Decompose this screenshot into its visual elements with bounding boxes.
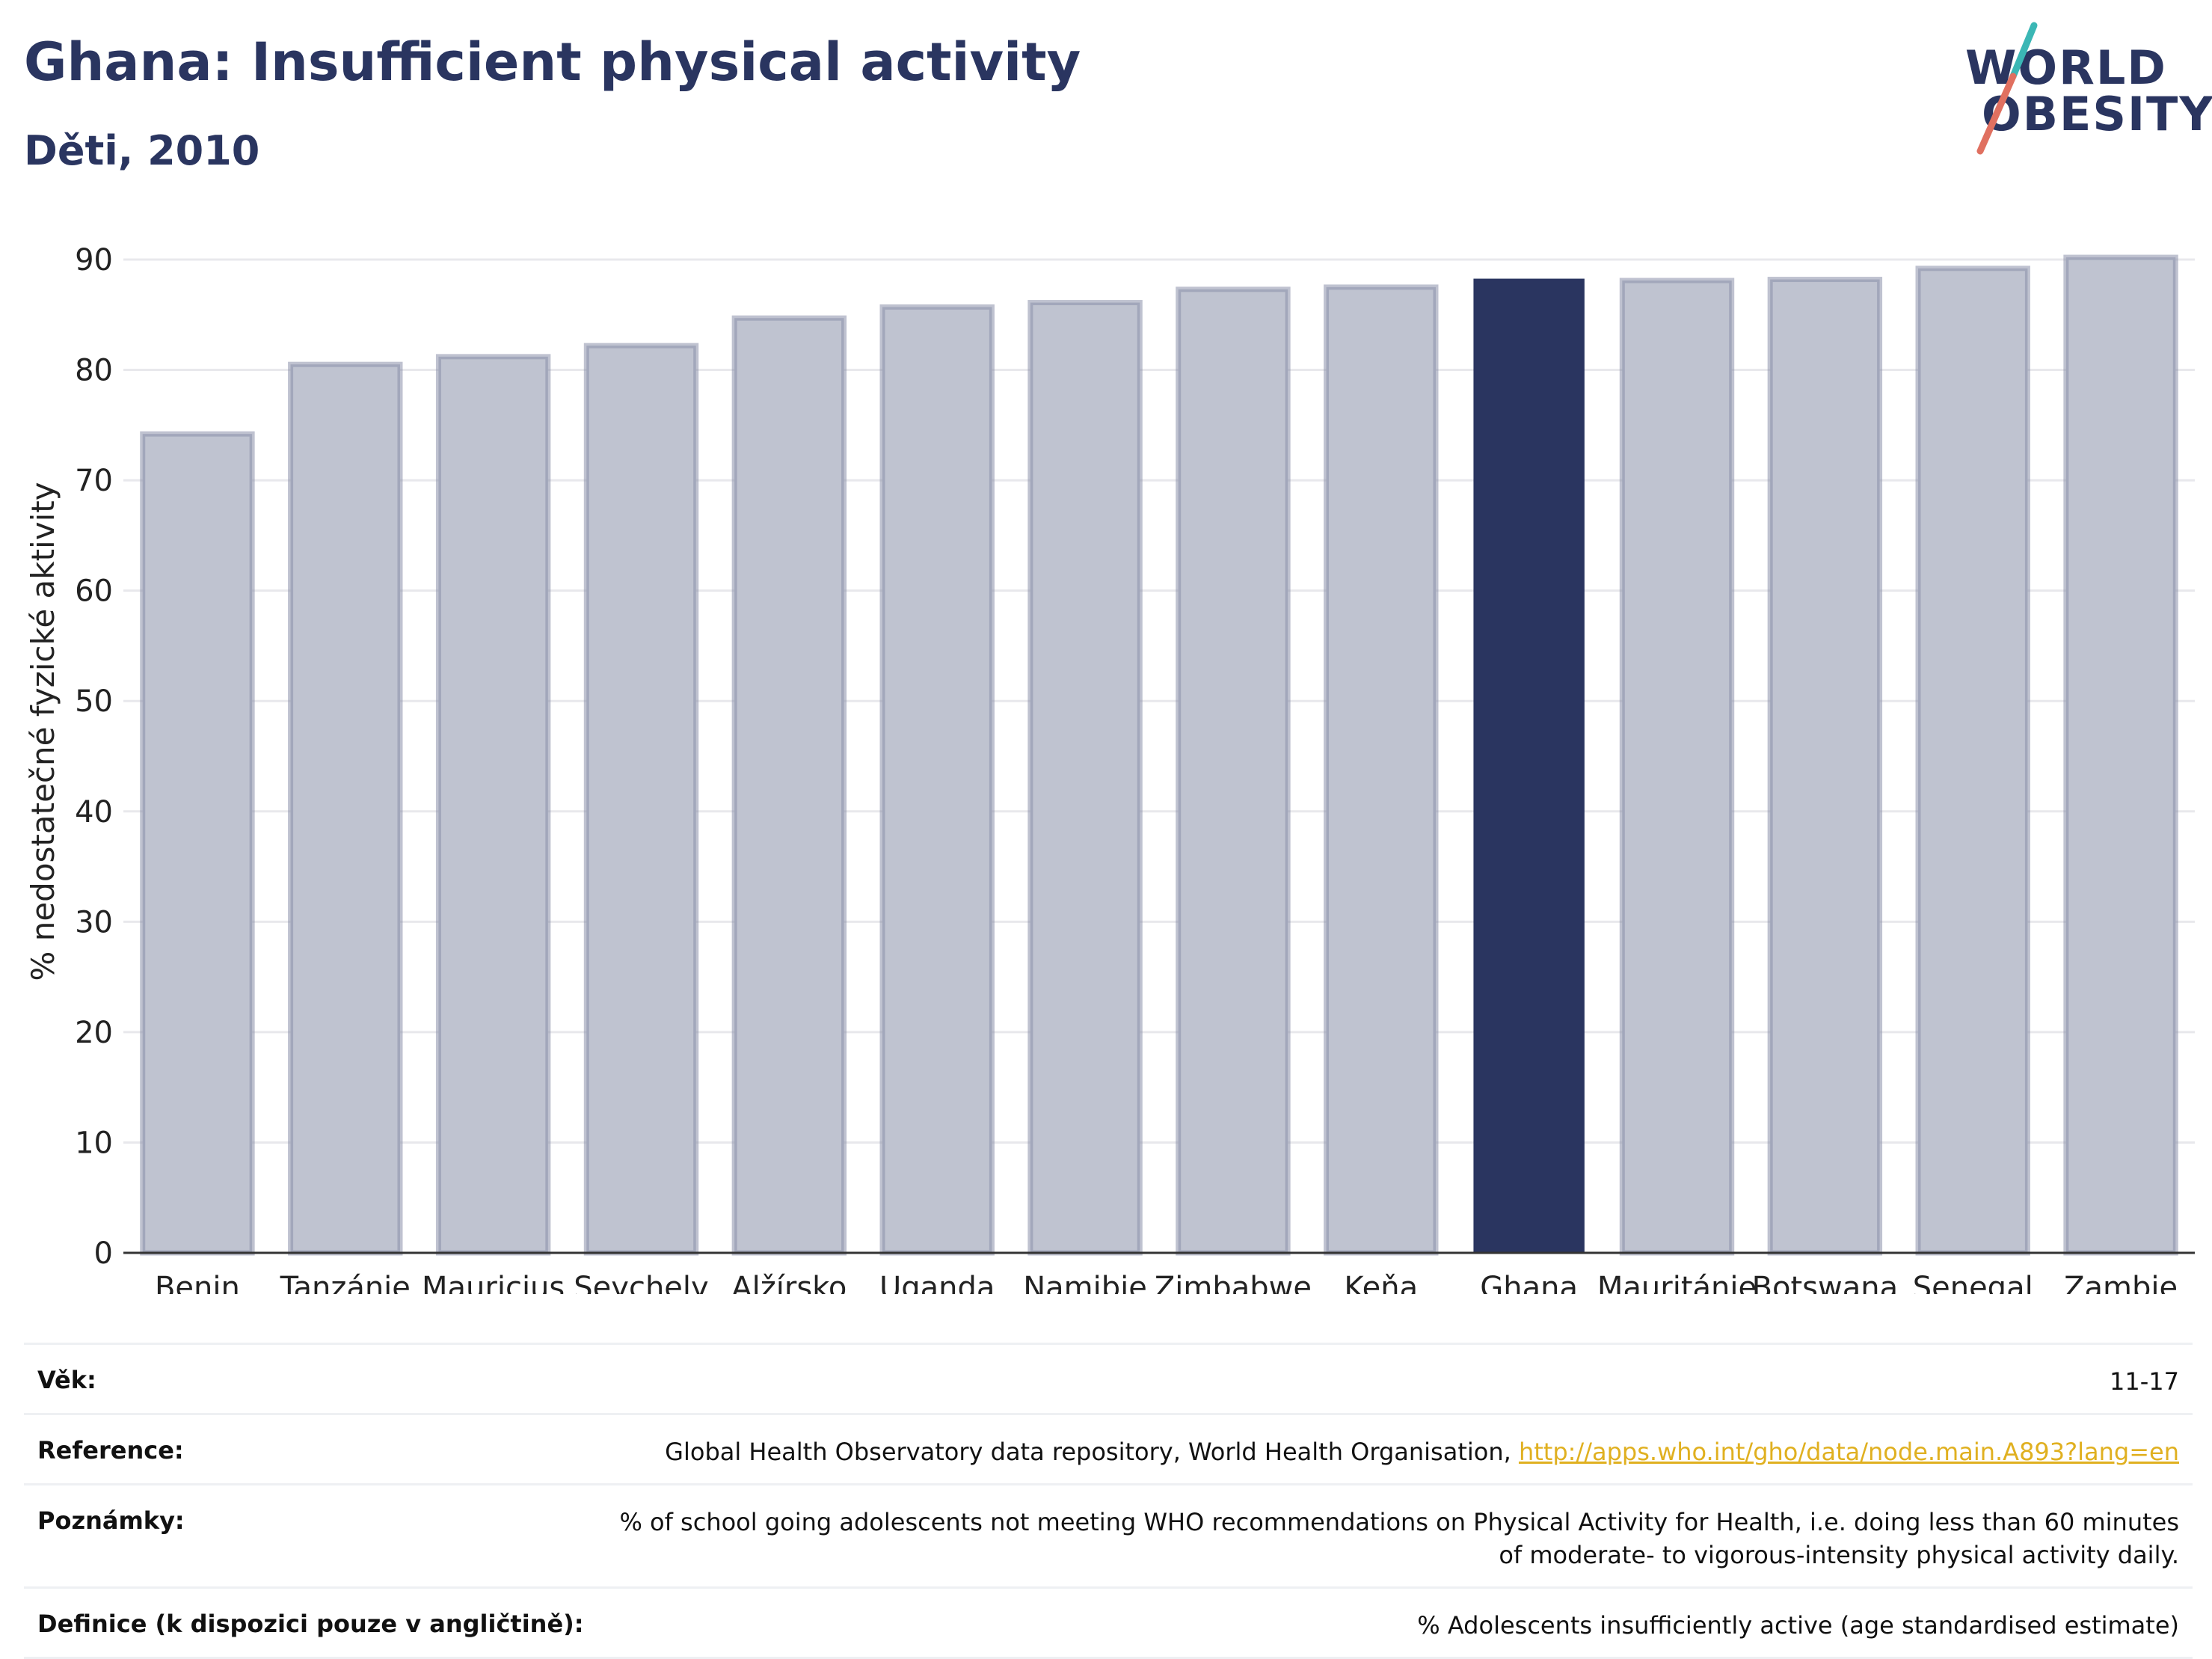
meta-value-definition: % Adolescents insufficiently active (age…	[1417, 1610, 2179, 1640]
meta-row-reference: Reference: Global Health Observatory dat…	[24, 1413, 2193, 1483]
bar-Zimbabwe	[1176, 286, 1291, 1256]
x-tick-label: Ghana	[1480, 1271, 1578, 1294]
logo-line2: OBESITY	[1982, 87, 2212, 141]
y-tick-label: 0	[94, 1236, 113, 1271]
bar-Uganda	[879, 304, 995, 1256]
y-axis-label: % nedostatečné fyzické aktivity	[25, 482, 61, 981]
bar-Keňa	[1324, 284, 1439, 1256]
y-tick-label: 60	[75, 574, 113, 609]
meta-label-notes: Poznámky:	[37, 1506, 185, 1536]
x-tick-label: Mauritánie	[1597, 1271, 1757, 1294]
x-tick-label: Uganda	[879, 1271, 995, 1294]
axes: 0 10 20 30 40 50 60 70 80 90 Benin Tanzánie Mauriciu…	[75, 243, 2195, 1294]
x-tick-label: Botswana	[1752, 1271, 1899, 1294]
grid-lines	[123, 258, 2195, 1144]
bar-Alžírsko	[731, 315, 847, 1256]
y-tick-label: 70	[75, 464, 113, 498]
y-tick-label: 10	[75, 1126, 113, 1160]
y-tick-label: 30	[75, 905, 113, 939]
meta-row-definition: Definice (k dispozici pouze v angličtině…	[24, 1586, 2193, 1659]
chart-title: Ghana: Insufficient physical activity	[24, 31, 1081, 93]
bar-Tanzánie	[288, 361, 403, 1256]
bar-Seychely	[583, 343, 699, 1256]
metadata-table: Věk: 11-17 Reference: Global Health Obse…	[24, 1343, 2193, 1659]
logo-line1: WORLD	[1965, 40, 2167, 95]
bar-Botswana	[1767, 277, 1883, 1256]
bar-Benin	[140, 431, 255, 1256]
y-tick-label: 90	[75, 243, 113, 277]
bar-Mauritánie	[1619, 277, 1735, 1256]
meta-value-age: 11-17	[2110, 1367, 2179, 1396]
meta-value-reference: Global Health Observatory data repositor…	[665, 1436, 2179, 1468]
x-tick-label: Keňa	[1344, 1271, 1418, 1294]
reference-text: Global Health Observatory data repositor…	[665, 1438, 1519, 1467]
bar-chart: 0 10 20 30 40 50 60 70 80 90 Benin Tanzánie Mauriciu…	[25, 243, 2195, 1294]
meta-label-reference: Reference:	[37, 1436, 184, 1465]
x-tick-label: Namibie	[1023, 1271, 1147, 1294]
y-tick-label: 50	[75, 684, 113, 719]
meta-row-age: Věk: 11-17	[24, 1343, 2193, 1413]
meta-label-definition: Definice (k dispozici pouze v angličtině…	[37, 1609, 584, 1638]
x-tick-label: Seychely	[574, 1271, 708, 1294]
bar-Ghana	[1473, 278, 1585, 1254]
meta-value-notes: % of school going adolescents not meetin…	[619, 1508, 2179, 1569]
y-tick-label: 80	[75, 354, 113, 388]
world-obesity-logo: WORLD OBESITY	[1944, 18, 2212, 168]
bars	[140, 254, 2178, 1256]
chart-subtitle: Děti, 2010	[24, 127, 260, 174]
x-tick-label: Benin	[155, 1271, 240, 1294]
y-tick-label: 20	[75, 1016, 113, 1050]
y-tick-label: 40	[75, 795, 113, 830]
x-tick-label: Mauricius	[422, 1271, 565, 1294]
x-tick-label: Senegal	[1913, 1271, 2033, 1294]
x-tick-label: Zambie	[2064, 1271, 2178, 1294]
bar-Mauricius	[435, 354, 551, 1256]
bar-Senegal	[1915, 266, 2030, 1256]
bar-Namibie	[1027, 300, 1143, 1256]
x-tick-label: Tanzánie	[280, 1271, 411, 1294]
x-tick-label: Alžírsko	[731, 1271, 847, 1294]
reference-link[interactable]: http://apps.who.int/gho/data/node.main.A…	[1518, 1438, 2179, 1467]
logo-slash-icon	[1976, 22, 2038, 155]
meta-row-notes: Poznámky: % of school going adolescents …	[24, 1483, 2193, 1586]
x-tick-label: Zimbabwe	[1155, 1271, 1312, 1294]
meta-label-age: Věk:	[37, 1366, 96, 1394]
bar-Zambie	[2063, 254, 2178, 1256]
